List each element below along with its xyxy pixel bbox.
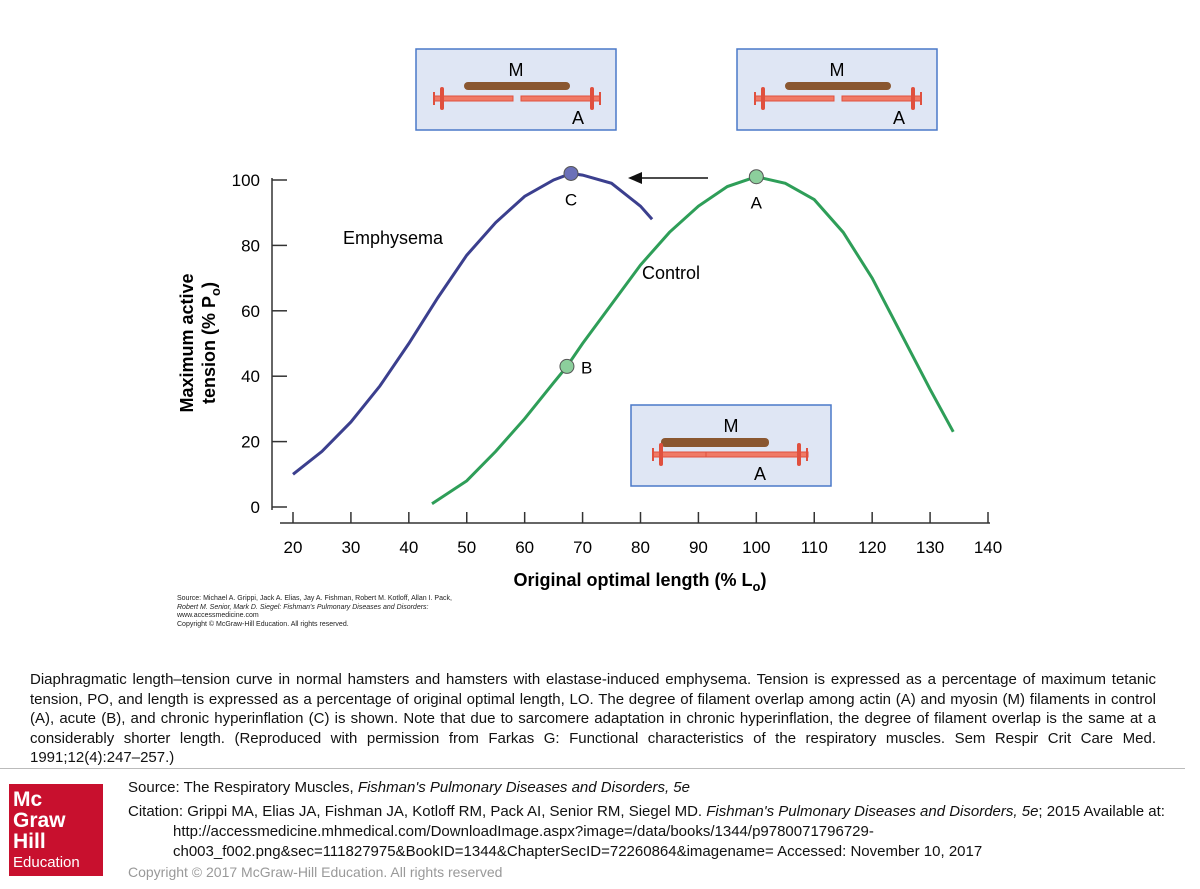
- fine-line: www.accessmedicine.com: [177, 612, 259, 619]
- logo-text: Education: [13, 854, 80, 871]
- x-tick-label: 50: [457, 538, 476, 557]
- y-tick-label: 100: [232, 171, 260, 190]
- fine-text: Robert M. Senior, Mark D. Siegel: Fishma…: [177, 603, 429, 611]
- x-axis-label: Original optimal length (% Lo): [514, 570, 767, 594]
- source-line: Source: The Respiratory Muscles, Fishman…: [128, 778, 1168, 798]
- x-tick-label: 40: [399, 538, 418, 557]
- text: Fishman's Pulmonary Diseases and Disorde…: [706, 803, 1039, 820]
- myosin-label: M: [830, 60, 845, 80]
- label-part: tension (% P: [199, 296, 219, 404]
- inset-box: [736, 48, 938, 131]
- label-part: ): [760, 570, 766, 590]
- actin: [433, 95, 514, 102]
- point-label: B: [581, 358, 592, 377]
- logo-text: Hill: [13, 830, 46, 853]
- chart: 20 30 40 50 60 70 80 90 100 110 120 130 140 0 20 40 60 80…: [177, 48, 1002, 594]
- point-label: A: [751, 194, 763, 213]
- y-tick-label: 40: [241, 367, 260, 386]
- x-tick-label: 20: [284, 538, 303, 557]
- myosin-label: M: [509, 60, 524, 80]
- actin-label: A: [893, 108, 905, 128]
- footer: Source: The Respiratory Muscles, Fishman…: [128, 778, 1168, 862]
- z-line: [659, 443, 663, 466]
- series-label: Control: [642, 263, 700, 283]
- y-tick-label: 20: [241, 433, 260, 452]
- actin: [705, 451, 809, 458]
- fine-line: Source: Michael A. Grippi, Jack A. Elias…: [177, 595, 452, 602]
- point: [559, 358, 575, 374]
- actin: [754, 95, 835, 102]
- actin: [520, 95, 601, 102]
- actin-label: A: [572, 108, 584, 128]
- line: [292, 171, 654, 476]
- myosin: [785, 82, 891, 90]
- z-line: [797, 443, 801, 466]
- x-tick-label: 80: [631, 538, 650, 557]
- y-tick-label: 60: [241, 302, 260, 321]
- x-tick-label: 90: [689, 538, 708, 557]
- point: [748, 169, 764, 185]
- x-tick-label: 70: [573, 538, 592, 557]
- myosin-label: M: [724, 416, 739, 436]
- inset: MA: [630, 404, 832, 487]
- myosin: [464, 82, 570, 90]
- label-sub: o: [753, 579, 761, 594]
- x-tick-label: 30: [341, 538, 360, 557]
- z-line: [590, 87, 594, 110]
- x-tick-label: 60: [515, 538, 534, 557]
- x-tick-label: 110: [801, 538, 828, 557]
- fine-line: Robert M. Senior, Mark D. Siegel: Fishma…: [177, 604, 452, 613]
- inset: MA: [736, 48, 938, 131]
- y-tick-label: 80: [241, 236, 260, 255]
- z-line: [761, 87, 765, 110]
- z-line: [911, 87, 915, 110]
- text: Fishman's Pulmonary Diseases and Disorde…: [357, 779, 690, 796]
- copyright: Copyright © 2017 McGraw-Hill Education. …: [128, 864, 503, 880]
- y-axis-label: Maximum active tension (% Po): [177, 273, 223, 412]
- logo: Mc Graw Hill Education: [9, 784, 103, 876]
- text: Citation: Grippi MA, Elias JA, Fishman J…: [128, 803, 707, 820]
- line: [431, 175, 955, 505]
- z-line: [440, 87, 444, 110]
- actin-label: A: [754, 464, 766, 484]
- point: [563, 165, 579, 181]
- text: ; 2015 Available at: http://accessmedici…: [173, 803, 1165, 860]
- logo-text: Graw: [13, 809, 66, 832]
- y-label-line: tension (% Po): [199, 282, 223, 404]
- x-tick-label: 100: [742, 538, 770, 557]
- point-label: C: [565, 190, 577, 209]
- label-part: Original optimal length (% L: [514, 570, 753, 590]
- myosin: [661, 438, 769, 447]
- inset: MA: [415, 48, 617, 131]
- caption: Diaphragmatic length–tension curve in no…: [30, 671, 1156, 766]
- x-tick-label: 120: [858, 538, 886, 557]
- series-label: Emphysema: [343, 228, 444, 248]
- logo-text: Mc: [13, 788, 43, 811]
- citation: Citation: Grippi MA, Elias JA, Fishman J…: [128, 802, 1168, 862]
- label-part: ): [199, 282, 219, 288]
- x-tick-label: 130: [916, 538, 944, 557]
- text: Source: The Respiratory Muscles,: [128, 779, 358, 796]
- label-part: Maximum active: [177, 273, 197, 412]
- fine-line: Copyright © McGraw-Hill Education. All r…: [177, 620, 349, 628]
- actin: [841, 95, 922, 102]
- x-tick-label: 140: [974, 538, 1002, 557]
- arrow-head: [628, 172, 642, 184]
- label-sub: o: [208, 288, 223, 296]
- divider: [0, 768, 1185, 769]
- y-tick-label: 0: [251, 498, 260, 517]
- figure-source: Source: Michael A. Grippi, Jack A. Elias…: [177, 595, 452, 629]
